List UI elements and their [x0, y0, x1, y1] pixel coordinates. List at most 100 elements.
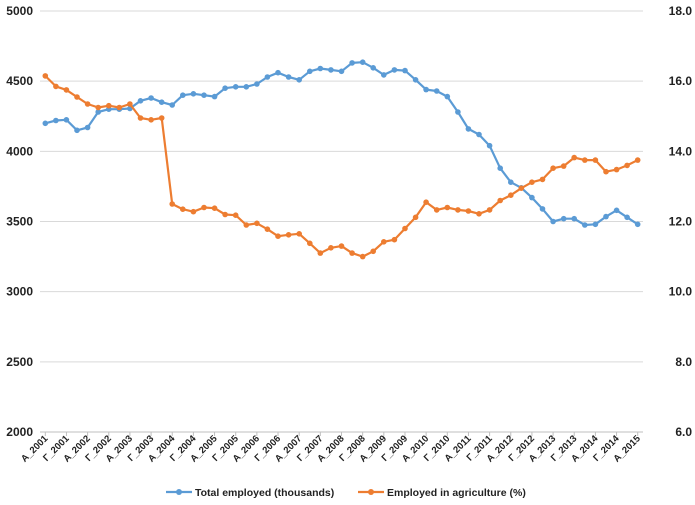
- data-point: [137, 115, 144, 121]
- data-point: [550, 165, 556, 171]
- data-point: [95, 104, 101, 111]
- left-axis-ticks: 2000 2500 3000 3500 4000 4500 5000: [6, 4, 33, 439]
- data-point: [328, 67, 334, 73]
- data-point: [582, 222, 588, 228]
- data-point: [412, 77, 419, 83]
- y-left-tick-label: 5000: [6, 4, 33, 18]
- data-point: [508, 179, 514, 185]
- data-point: [613, 207, 620, 214]
- data-point: [84, 124, 91, 131]
- y-right-tick-label: 12.0: [669, 215, 693, 229]
- data-point: [328, 245, 334, 251]
- data-point: [391, 236, 398, 243]
- data-point: [254, 220, 260, 227]
- data-point: [285, 232, 292, 238]
- y-right-tick-label: 14.0: [669, 144, 693, 158]
- data-point: [349, 250, 355, 256]
- y-left-tick-label: 3500: [6, 215, 33, 229]
- data-point: [582, 157, 588, 163]
- legend-marker-total-employed: [176, 489, 182, 495]
- data-point: [211, 93, 218, 100]
- data-point: [550, 218, 556, 225]
- data-point: [232, 212, 239, 218]
- gridlines: [40, 10, 643, 363]
- data-point: [169, 201, 175, 207]
- data-point: [158, 99, 165, 105]
- data-point: [486, 142, 493, 149]
- data-point: [42, 120, 49, 127]
- data-point: [232, 84, 239, 90]
- data-point: [264, 74, 271, 80]
- data-point: [634, 221, 641, 228]
- data-point: [296, 231, 303, 237]
- data-point: [433, 88, 440, 94]
- data-point: [433, 207, 440, 213]
- data-point: [317, 65, 324, 72]
- data-point: [307, 68, 313, 75]
- data-point: [254, 81, 260, 87]
- data-point: [190, 91, 197, 97]
- data-point: [476, 131, 482, 138]
- data-point: [63, 117, 70, 123]
- data-point: [349, 60, 355, 66]
- data-point: [222, 85, 228, 91]
- data-point: [465, 126, 472, 132]
- series-layer: [42, 59, 641, 260]
- data-point: [116, 104, 123, 111]
- data-point: [508, 192, 514, 198]
- data-point: [84, 101, 91, 107]
- data-point: [381, 239, 387, 245]
- data-point: [455, 109, 461, 115]
- data-point: [158, 115, 165, 121]
- data-point: [42, 73, 49, 79]
- right-axis-ticks: 6.0 8.0 10.0 12.0 14.0 16.0 18.0: [669, 4, 693, 439]
- data-point: [423, 86, 429, 93]
- data-point: [148, 117, 154, 123]
- data-point: [106, 102, 112, 109]
- data-point: [634, 157, 641, 163]
- legend-item-agriculture: Employed in agriculture (%): [358, 487, 526, 499]
- data-point: [402, 67, 408, 74]
- data-point: [264, 226, 271, 232]
- data-point: [201, 204, 207, 211]
- legend: Total employed (thousands) Employed in a…: [166, 487, 526, 499]
- series-line: [44, 75, 639, 258]
- y-left-tick-label: 4500: [6, 74, 33, 88]
- data-point: [338, 243, 345, 249]
- data-point: [275, 69, 281, 76]
- series-total-employed: [42, 59, 641, 228]
- data-point: [560, 163, 567, 169]
- data-point: [624, 162, 630, 169]
- legend-item-total-employed: Total employed (thousands): [166, 487, 334, 499]
- data-point: [444, 93, 451, 100]
- data-point: [497, 197, 504, 204]
- data-point: [603, 213, 609, 220]
- y-left-tick-label: 3000: [6, 285, 33, 299]
- data-point: [412, 214, 419, 221]
- y-right-tick-label: 8.0: [675, 355, 692, 369]
- data-point: [53, 83, 59, 90]
- data-point: [95, 109, 101, 115]
- series-line: [45, 61, 639, 227]
- legend-label-total-employed: Total employed (thousands): [195, 487, 334, 499]
- data-point: [243, 84, 250, 90]
- data-point: [201, 92, 207, 98]
- data-point: [592, 221, 599, 228]
- data-point: [518, 185, 525, 191]
- y-left-tick-label: 4000: [6, 144, 33, 158]
- data-point: [476, 211, 482, 217]
- data-point: [74, 94, 80, 100]
- y-left-tick-label: 2500: [6, 355, 33, 369]
- data-point: [391, 67, 398, 73]
- data-point: [381, 72, 387, 78]
- data-point: [370, 248, 377, 255]
- data-point: [539, 206, 546, 212]
- data-point: [370, 65, 377, 71]
- data-point: [486, 207, 493, 213]
- data-point: [127, 101, 133, 107]
- data-point: [285, 74, 292, 80]
- data-point: [497, 165, 504, 171]
- data-point: [592, 157, 599, 163]
- data-point: [190, 208, 197, 215]
